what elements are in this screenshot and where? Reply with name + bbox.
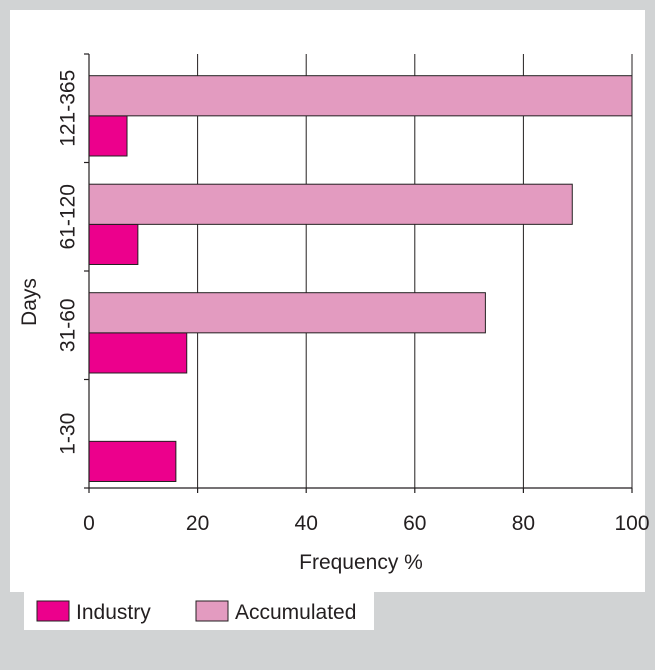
x-tick-labels: 0 20 40 60 80 100 [83,512,649,535]
x-axis-title: Frequency % [299,551,423,574]
bar-accumulated-61-120 [88,183,573,225]
bar-industry-1-30 [88,440,177,482]
x-tick-label: 100 [614,512,649,535]
y-tick-label: 61-120 [57,184,80,249]
y-tick-labels: 1-30 31-60 61-120 121-365 [57,70,80,455]
x-tick-label: 0 [83,512,95,535]
x-tick-label: 80 [512,512,535,535]
bar-industry-31-60 [88,332,188,374]
bar-industry-121-365 [88,115,128,157]
y-tick-label: 1-30 [57,413,80,455]
legend: Industry Accumulated [24,592,374,630]
bar-industry-61-120 [88,223,139,265]
y-axis-title: Days [18,278,41,326]
legend-swatch-industry [36,600,70,622]
y-tick-label: 31-60 [57,298,80,352]
legend-label-industry: Industry [76,601,151,624]
x-tick-label: 40 [295,512,318,535]
gridlines [197,54,633,488]
axes [84,53,633,493]
y-tick-label: 121-365 [57,70,80,147]
bar-accumulated-31-60 [88,292,486,334]
x-tick-label: 20 [186,512,209,535]
x-tick-label: 60 [403,512,426,535]
legend-swatch-accumulated [195,600,229,622]
bar-accumulated-121-365 [88,75,633,117]
legend-label-accumulated: Accumulated [235,601,356,624]
